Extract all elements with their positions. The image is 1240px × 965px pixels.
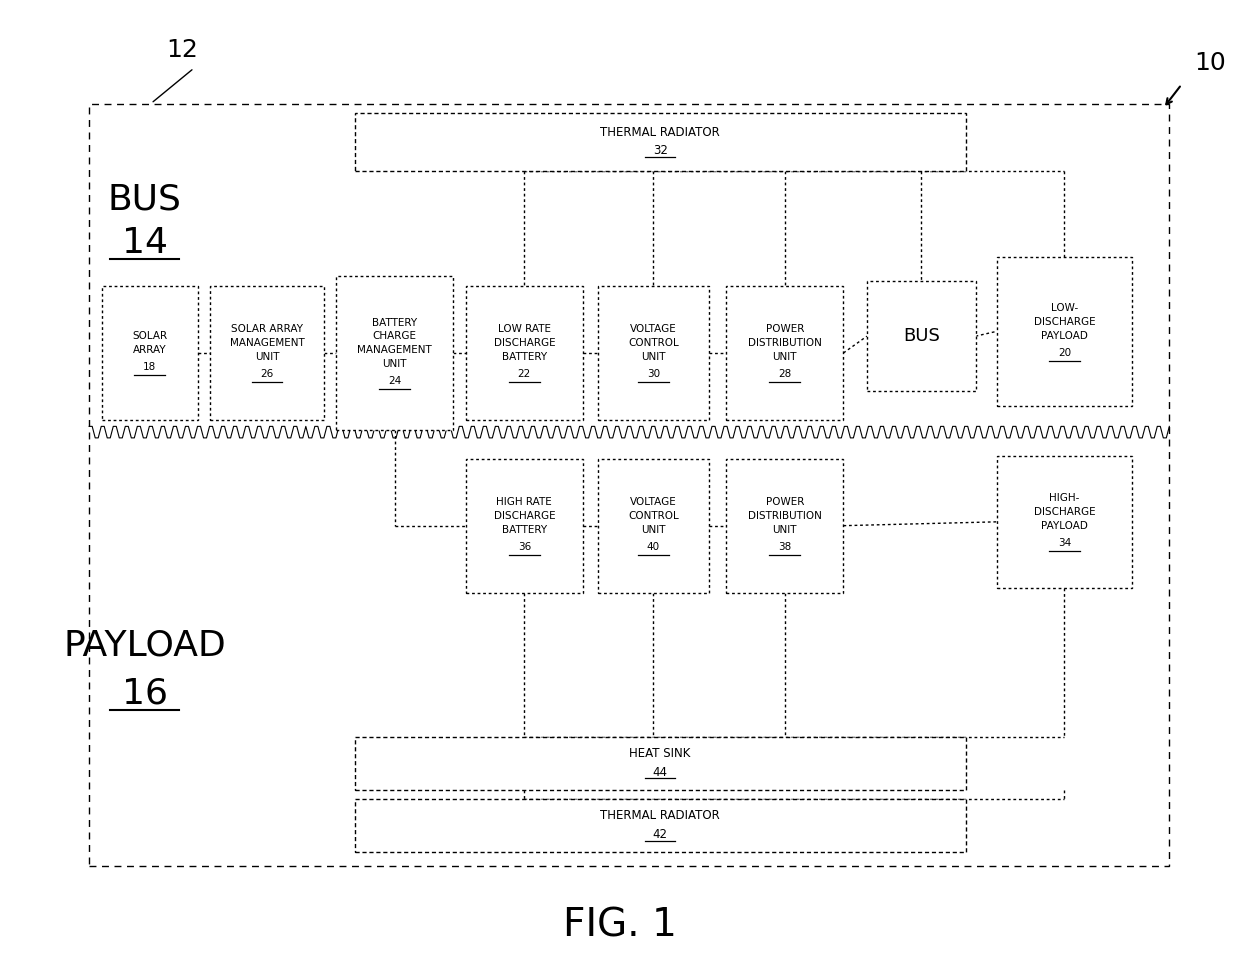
Text: HIGH-: HIGH- [1049, 493, 1080, 504]
Text: 40: 40 [647, 542, 660, 552]
Text: BATTERY: BATTERY [372, 317, 418, 327]
Text: 34: 34 [1058, 538, 1071, 548]
Text: 18: 18 [143, 362, 156, 372]
Text: UNIT: UNIT [382, 359, 407, 370]
Text: 26: 26 [260, 370, 274, 379]
Text: THERMAL RADIATOR: THERMAL RADIATOR [600, 125, 720, 139]
Text: PAYLOAD: PAYLOAD [63, 628, 226, 663]
Text: HIGH RATE: HIGH RATE [496, 497, 552, 508]
Text: 36: 36 [518, 542, 531, 552]
FancyBboxPatch shape [466, 286, 583, 420]
FancyBboxPatch shape [210, 286, 324, 420]
FancyBboxPatch shape [355, 736, 966, 789]
FancyBboxPatch shape [598, 286, 709, 420]
FancyBboxPatch shape [997, 257, 1132, 405]
Text: UNIT: UNIT [773, 525, 797, 535]
FancyBboxPatch shape [867, 281, 976, 392]
Text: MANAGEMENT: MANAGEMENT [229, 339, 304, 348]
Text: MANAGEMENT: MANAGEMENT [357, 345, 432, 355]
FancyBboxPatch shape [102, 286, 198, 420]
Text: DISTRIBUTION: DISTRIBUTION [748, 339, 822, 348]
Text: 42: 42 [652, 828, 667, 841]
Text: LOW RATE: LOW RATE [497, 324, 551, 335]
Text: BATTERY: BATTERY [502, 525, 547, 535]
Text: 32: 32 [652, 145, 667, 157]
Text: DISCHARGE: DISCHARGE [494, 511, 556, 521]
Text: 22: 22 [518, 370, 531, 379]
Text: CONTROL: CONTROL [627, 339, 678, 348]
Text: VOLTAGE: VOLTAGE [630, 324, 677, 335]
FancyBboxPatch shape [336, 276, 454, 429]
FancyBboxPatch shape [466, 458, 583, 593]
Text: DISCHARGE: DISCHARGE [1034, 508, 1095, 517]
Text: BUS: BUS [108, 182, 182, 216]
Text: DISTRIBUTION: DISTRIBUTION [748, 511, 822, 521]
FancyBboxPatch shape [598, 458, 709, 593]
Text: DISCHARGE: DISCHARGE [494, 339, 556, 348]
Text: VOLTAGE: VOLTAGE [630, 497, 677, 508]
Text: FIG. 1: FIG. 1 [563, 907, 677, 945]
Text: CHARGE: CHARGE [373, 331, 417, 342]
Text: 12: 12 [166, 39, 197, 63]
FancyBboxPatch shape [355, 113, 966, 171]
Text: 10: 10 [1194, 51, 1226, 74]
Text: CONTROL: CONTROL [627, 511, 678, 521]
Text: UNIT: UNIT [641, 352, 666, 362]
Text: BATTERY: BATTERY [502, 352, 547, 362]
FancyBboxPatch shape [997, 455, 1132, 588]
Text: 20: 20 [1058, 347, 1071, 358]
FancyBboxPatch shape [727, 286, 843, 420]
Text: POWER: POWER [765, 324, 804, 335]
Text: 30: 30 [647, 370, 660, 379]
FancyBboxPatch shape [355, 799, 966, 852]
Text: 44: 44 [652, 765, 667, 779]
Text: UNIT: UNIT [254, 352, 279, 362]
Text: 28: 28 [779, 370, 791, 379]
Text: HEAT SINK: HEAT SINK [630, 747, 691, 760]
Text: THERMAL RADIATOR: THERMAL RADIATOR [600, 810, 720, 822]
Text: 24: 24 [388, 376, 402, 386]
Text: LOW-: LOW- [1050, 303, 1078, 313]
Text: UNIT: UNIT [773, 352, 797, 362]
Text: SOLAR: SOLAR [133, 331, 167, 342]
Text: PAYLOAD: PAYLOAD [1040, 331, 1087, 341]
Text: POWER: POWER [765, 497, 804, 508]
Text: BUS: BUS [903, 327, 940, 345]
Text: 16: 16 [122, 676, 167, 710]
Text: SOLAR ARRAY: SOLAR ARRAY [231, 324, 303, 335]
Text: 14: 14 [122, 226, 167, 260]
Text: 38: 38 [779, 542, 791, 552]
Text: PAYLOAD: PAYLOAD [1040, 521, 1087, 531]
Text: ARRAY: ARRAY [133, 345, 166, 355]
FancyBboxPatch shape [727, 458, 843, 593]
Text: UNIT: UNIT [641, 525, 666, 535]
Text: DISCHARGE: DISCHARGE [1034, 317, 1095, 327]
